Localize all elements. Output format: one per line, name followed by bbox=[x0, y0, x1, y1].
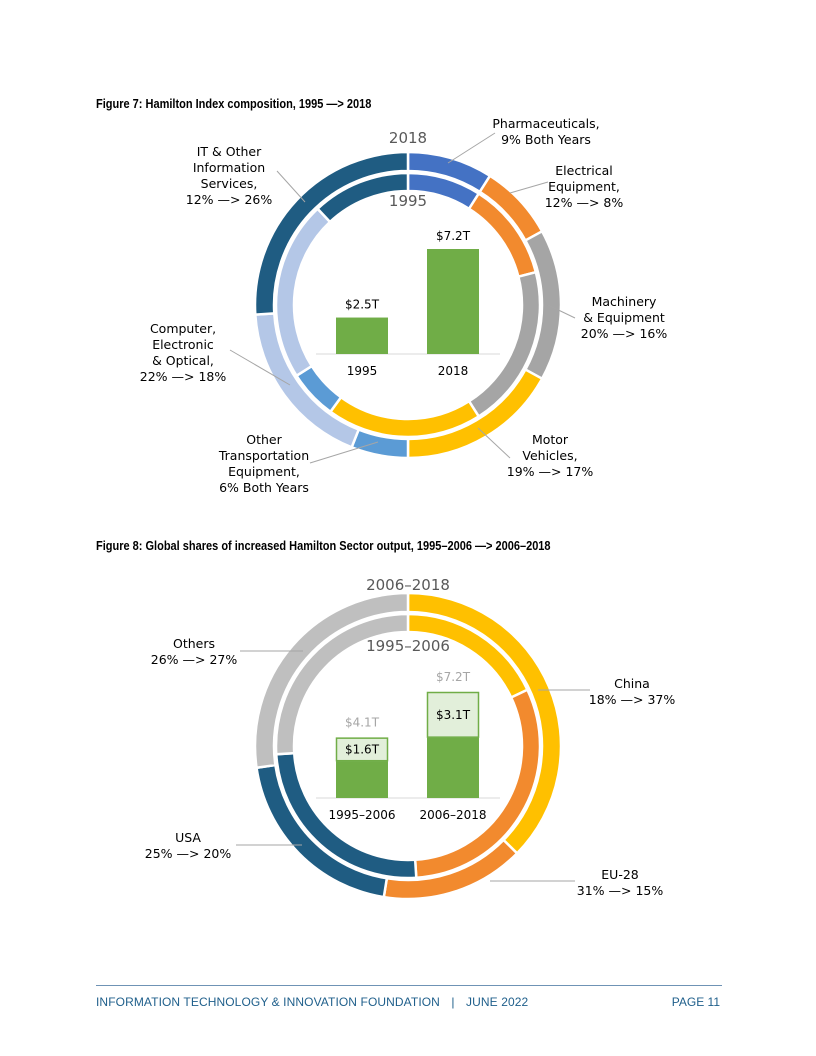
inset-bar-value-1995: $2.5T bbox=[345, 298, 380, 312]
label-china: China 18% —> 37% bbox=[589, 676, 676, 707]
figure-7-title: Figure 7: Hamilton Index composition, 19… bbox=[96, 97, 372, 111]
footer-org: INFORMATION TECHNOLOGY & INNOVATION FOUN… bbox=[96, 995, 528, 1009]
figure-8-chart: 2006–2018 1995–2006 $1.6T $4.1T 1995–2006 $3.… bbox=[145, 576, 676, 901]
inset-bar-2018 bbox=[427, 249, 479, 354]
leader-motor-vehicles bbox=[477, 427, 511, 459]
inset-bar-increment-value-2006–2018: $3.1T bbox=[436, 708, 471, 722]
figure-7-chart: 2018 1995 $2.5T 1995 $7.2T 2018 Pharmaceutical… bbox=[140, 116, 668, 495]
leader-electrical-equipment bbox=[509, 181, 549, 194]
label-motor-vehicles: Motor Vehicles, 19% —> 17% bbox=[507, 432, 594, 479]
footer-org-name: INFORMATION TECHNOLOGY & INNOVATION FOUN… bbox=[96, 995, 440, 1009]
outer-ring-slice-it-other-information-services bbox=[253, 150, 410, 316]
label-eu-28: EU-28 31% —> 15% bbox=[577, 867, 664, 898]
inset-bar-category-1995–2006: 1995–2006 bbox=[328, 808, 395, 822]
inset-bar-increment-value-1995–2006: $1.6T bbox=[345, 742, 380, 756]
label-computer-electronic-optical: Computer, Electronic & Optical, 22% —> 18% bbox=[140, 321, 227, 384]
inset-bar-total-value-1995–2006: $4.1T bbox=[345, 716, 380, 730]
inner-ring-slice-others bbox=[274, 612, 410, 756]
inset-bar-category-2018: 2018 bbox=[438, 364, 469, 378]
leader-other-transportation bbox=[309, 441, 379, 464]
label-other-transportation: Other Transportation Equipment, 6% Both Yea… bbox=[218, 432, 309, 495]
label-usa: USA 25% —> 20% bbox=[145, 830, 232, 861]
inner-ring-label: 1995–2006 bbox=[366, 637, 450, 655]
footer-date: JUNE 2022 bbox=[466, 995, 529, 1009]
leader-pharmaceuticals bbox=[447, 132, 496, 164]
outer-ring-slice-others bbox=[253, 591, 410, 770]
leader-machinery-equipment bbox=[547, 304, 576, 319]
inset-bar-value-2018: $7.2T bbox=[436, 229, 471, 243]
outer-ring-label: 2006–2018 bbox=[366, 576, 450, 594]
inset-bar-1995 bbox=[336, 317, 388, 354]
footer-divider bbox=[96, 985, 722, 986]
label-electrical-equipment: Electrical Equipment, 12% —> 8% bbox=[545, 163, 624, 210]
inset-bar-increment-1995–2006 bbox=[335, 737, 389, 762]
inset-bar-category-1995: 1995 bbox=[347, 364, 378, 378]
inset-bar-category-2006–2018: 2006–2018 bbox=[419, 808, 486, 822]
outer-ring-label: 2018 bbox=[389, 129, 427, 147]
label-others: Others 26% —> 27% bbox=[151, 636, 238, 667]
leader-it-information-services bbox=[276, 170, 306, 203]
label-pharmaceuticals: Pharmaceuticals, 9% Both Years bbox=[492, 116, 599, 147]
footer-page-number: PAGE 11 bbox=[671, 995, 720, 1009]
inset-bar-base-1995–2006 bbox=[336, 761, 388, 798]
figure-8-title: Figure 8: Global shares of increased Ham… bbox=[96, 539, 551, 553]
inset-bar-total-value-2006–2018: $7.2T bbox=[436, 670, 471, 684]
label-machinery-equipment: Machinery & Equipment 20% —> 16% bbox=[581, 294, 668, 341]
footer-separator: | bbox=[451, 995, 455, 1009]
inner-ring-label: 1995 bbox=[389, 192, 427, 210]
leader-computer-electronic-optical bbox=[229, 349, 291, 386]
inset-bar-increment-2006–2018 bbox=[426, 691, 480, 738]
inset-bar-base-2006–2018 bbox=[427, 737, 479, 798]
inner-ring-slice-it-other-information-services bbox=[315, 171, 410, 224]
label-it-information-services: IT & Other Information Services, 12% —> 26% bbox=[186, 144, 273, 207]
